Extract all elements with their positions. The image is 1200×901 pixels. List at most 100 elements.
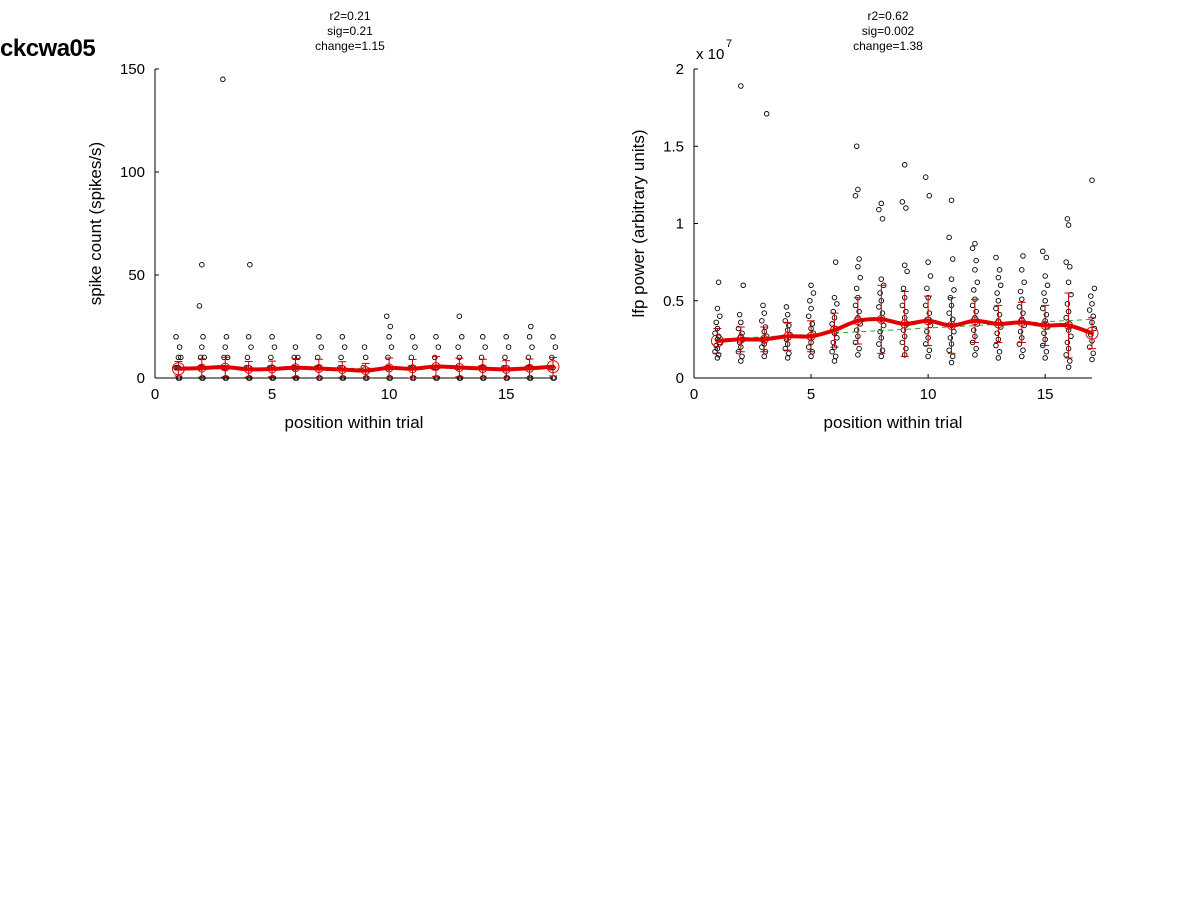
mean-point: [947, 320, 957, 330]
data-point: [878, 353, 885, 360]
stat-line: sig=0.21: [327, 24, 373, 38]
data-point: [480, 334, 486, 340]
x-tick-label: 15: [498, 386, 515, 403]
y-exponent-power: 7: [726, 38, 732, 50]
data-point: [760, 302, 766, 309]
data-point: [222, 344, 228, 350]
data-point: [1064, 339, 1071, 346]
data-point: [879, 347, 886, 353]
data-point: [786, 350, 792, 357]
data-point: [1017, 328, 1024, 335]
data-point: [926, 192, 933, 199]
data-point: [1091, 285, 1098, 292]
data-point: [926, 347, 933, 353]
data-point: [855, 264, 861, 270]
data-point: [852, 302, 859, 309]
data-point: [714, 355, 721, 361]
mean-point: [970, 316, 980, 326]
data-point: [715, 279, 722, 285]
data-point: [759, 344, 765, 350]
data-point: [784, 311, 791, 318]
mean-point: [314, 364, 324, 374]
data-point: [995, 355, 1002, 361]
mean-point: [759, 334, 769, 344]
data-point: [173, 334, 179, 340]
data-point: [994, 290, 1000, 296]
data-point: [1063, 259, 1069, 265]
data-point: [879, 216, 886, 222]
data-point: [993, 305, 999, 312]
data-point: [245, 334, 252, 340]
data-point: [1021, 279, 1027, 285]
data-point: [388, 344, 395, 350]
data-point: [856, 256, 862, 262]
data-point: [973, 345, 979, 352]
data-point: [901, 262, 908, 268]
data-point: [808, 305, 814, 312]
data-point: [995, 274, 1002, 281]
data-point: [1016, 304, 1023, 310]
mean-point: [710, 334, 724, 348]
data-point: [1068, 333, 1074, 340]
x-tick-label: 15: [1037, 386, 1054, 403]
data-point: [1016, 341, 1023, 347]
data-point: [341, 344, 348, 350]
data-point: [856, 308, 862, 315]
data-point: [946, 234, 952, 241]
data-point: [948, 197, 955, 204]
data-point: [1020, 310, 1026, 316]
data-point: [1020, 347, 1026, 353]
mean-point: [290, 363, 300, 373]
data-point: [903, 345, 909, 352]
mean-point: [525, 363, 535, 373]
data-point: [1020, 253, 1026, 259]
data-point: [1040, 305, 1046, 312]
data-point: [740, 282, 746, 289]
data-point: [782, 318, 788, 324]
data-point: [1064, 301, 1071, 307]
data-point: [996, 311, 1003, 318]
y-tick-label: 0: [137, 370, 145, 387]
data-point: [1065, 364, 1072, 370]
data-point: [855, 352, 861, 358]
data-point: [434, 375, 440, 381]
data-point: [877, 290, 883, 296]
mean-point: [1017, 317, 1027, 327]
data-point: [1019, 296, 1025, 302]
data-point: [900, 285, 907, 292]
mean-point: [244, 364, 254, 374]
data-point: [318, 344, 325, 350]
data-point: [409, 334, 416, 340]
data-point: [456, 313, 463, 319]
data-point: [1063, 314, 1069, 321]
mean-point: [900, 319, 910, 329]
mean-point: [220, 362, 230, 372]
mean-point: [454, 362, 464, 372]
data-point: [949, 256, 956, 262]
data-point: [502, 354, 508, 361]
data-point: [738, 319, 744, 326]
data-point: [876, 304, 882, 310]
data-point: [247, 261, 253, 268]
mean-point: [361, 366, 371, 376]
y-tick-label: 0.5: [663, 293, 684, 310]
data-point: [293, 375, 300, 381]
data-point: [834, 301, 840, 307]
data-point: [969, 245, 976, 251]
data-point: [383, 313, 390, 319]
data-point: [199, 261, 205, 268]
y-tick-label: 150: [120, 61, 145, 78]
data-point: [924, 285, 930, 292]
data-point: [339, 334, 346, 340]
data-point: [1086, 307, 1093, 313]
data-point: [856, 345, 862, 352]
data-point: [876, 206, 882, 213]
data-point: [994, 330, 1000, 336]
data-point: [247, 375, 253, 381]
data-point: [550, 334, 556, 340]
x-tick-label: 0: [151, 386, 159, 403]
data-point: [852, 192, 859, 199]
data-point: [455, 344, 461, 350]
data-point: [993, 254, 999, 261]
data-point: [1089, 301, 1095, 307]
